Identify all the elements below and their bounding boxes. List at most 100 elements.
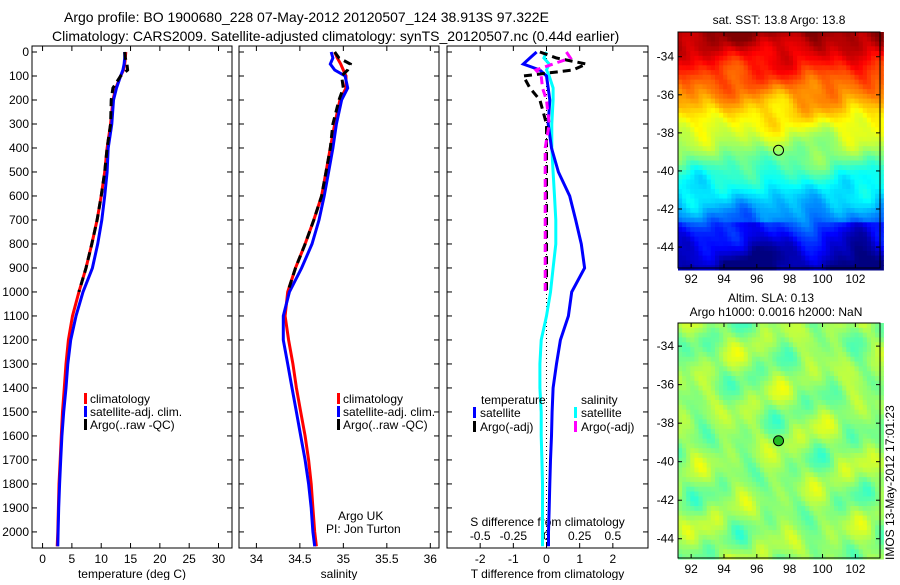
lat-tick-label: -40 [657,455,675,469]
y-tick-label: 1600 [2,429,29,443]
legend-swatch [337,419,340,430]
y-tick-label: 1400 [2,381,29,395]
lat-tick-label: -44 [657,240,675,254]
lat-tick-label: -34 [657,50,675,64]
x-tick-label: 35.5 [375,552,399,566]
x-tick-label: 34 [250,552,264,566]
lon-tick-label: 102 [845,272,865,286]
legend-swatch [84,406,87,417]
lon-tick-label: 96 [750,562,764,576]
lat-tick-label: -42 [657,202,675,216]
legend-label: satellite [581,406,622,420]
x-axis-label: T difference from climatology [471,567,625,580]
x-tick-label: -2 [475,552,486,566]
s-tick-label: -0.5 [470,529,491,543]
legend-label: Argo(..raw -QC) [90,418,175,432]
legend-label: satellite [480,406,521,420]
lon-tick-label: 100 [813,562,833,576]
legend-swatch [337,393,340,404]
lon-tick-label: 98 [783,272,797,286]
y-tick-label: 200 [9,93,29,107]
side-stamp: IMOS 13-May-2012 17:01:23 [883,405,897,560]
x-tick-label: 2 [609,552,616,566]
figure-title-line1: Argo profile: BO 1900680_228 07-May-2012… [64,9,549,25]
y-tick-label: 100 [9,69,29,83]
credit-line1: Argo UK [338,509,383,523]
legend-swatch [337,406,340,417]
y-tick-label: 400 [9,141,29,155]
y-tick-label: 1000 [2,285,29,299]
x-tick-label: 1 [576,552,583,566]
x-tick-label: 20 [153,552,167,566]
legend-label: satellite-adj. clim. [343,405,435,419]
credit-line2: PI: Jon Turton [326,522,401,536]
y-tick-label: 700 [9,213,29,227]
lon-tick-label: 98 [783,562,797,576]
difference-panel: -2 -1 0 1 2T difference from climatology -0.5… [447,46,648,580]
x-axis-label: salinity [321,567,358,580]
legend-label: climatology [90,392,150,406]
legend-swatch [84,393,87,404]
legend-header: temperature [481,393,546,407]
x-tick-label: 0 [543,552,550,566]
lon-tick-label: 100 [813,272,833,286]
s-tick-label: 0.25 [568,529,592,543]
axes-box [239,46,439,548]
legend-label: Argo(-adj) [581,420,634,434]
x-tick-label: 0 [39,552,46,566]
legend-swatch [473,421,476,432]
legend-label: Argo(-adj) [480,420,533,434]
x-tick-label: 5 [69,552,76,566]
lat-tick-label: -44 [657,532,675,546]
y-tick-label: 1900 [2,501,29,515]
lon-tick-label: 102 [845,562,865,576]
y-tick-label: 1100 [3,309,29,323]
y-tick-label: 500 [9,165,29,179]
lon-tick-label: 94 [717,562,731,576]
x-tick-label: 10 [95,552,109,566]
y-tick-label: 1700 [2,453,29,467]
y-tick-label: 600 [9,189,29,203]
legend-label: Argo(..raw -QC) [343,418,428,432]
y-tick-label: 2000 [2,525,29,539]
figure-title-line2: Climatology: CARS2009. Satellite-adjuste… [52,28,619,44]
lon-tick-label: 92 [684,562,698,576]
y-tick-label: 0 [22,45,29,59]
s-tick-label: 0.5 [604,529,621,543]
map-title-line1: Altim. SLA: 0.13 [728,291,814,305]
y-tick-label: 1800 [2,477,29,491]
x-tick-label: 35 [337,552,351,566]
lat-tick-label: -42 [657,493,675,507]
map-field [678,32,884,271]
legend-swatch [473,407,476,418]
axes-box [32,46,232,548]
y-tick-label: 900 [9,261,29,275]
x-tick-label: 25 [183,552,197,566]
y-tick-label: 1200 [2,333,29,347]
legend-swatch [574,421,577,432]
s-tick-label: -0.25 [500,529,528,543]
legend-swatch [84,419,87,430]
lon-tick-label: 96 [750,272,764,286]
y-tick-label: 300 [9,117,29,131]
legend-label: satellite-adj. clim. [90,405,182,419]
lat-tick-label: -36 [657,88,675,102]
lat-tick-label: -40 [657,164,675,178]
lat-tick-label: -34 [657,339,675,353]
argo-position-marker [774,436,784,446]
legend-label: climatology [343,392,403,406]
y-tick-label: 1300 [2,357,29,371]
lat-tick-label: -38 [657,126,675,140]
y-tick-label: 1500 [2,405,29,419]
x-tick-label: -1 [508,552,519,566]
x-axis-label: temperature (deg C) [78,567,186,580]
x-tick-label: 34.5 [288,552,312,566]
lat-tick-label: -36 [657,378,675,392]
y-tick-label: 800 [9,237,29,251]
legend-swatch [574,407,577,418]
